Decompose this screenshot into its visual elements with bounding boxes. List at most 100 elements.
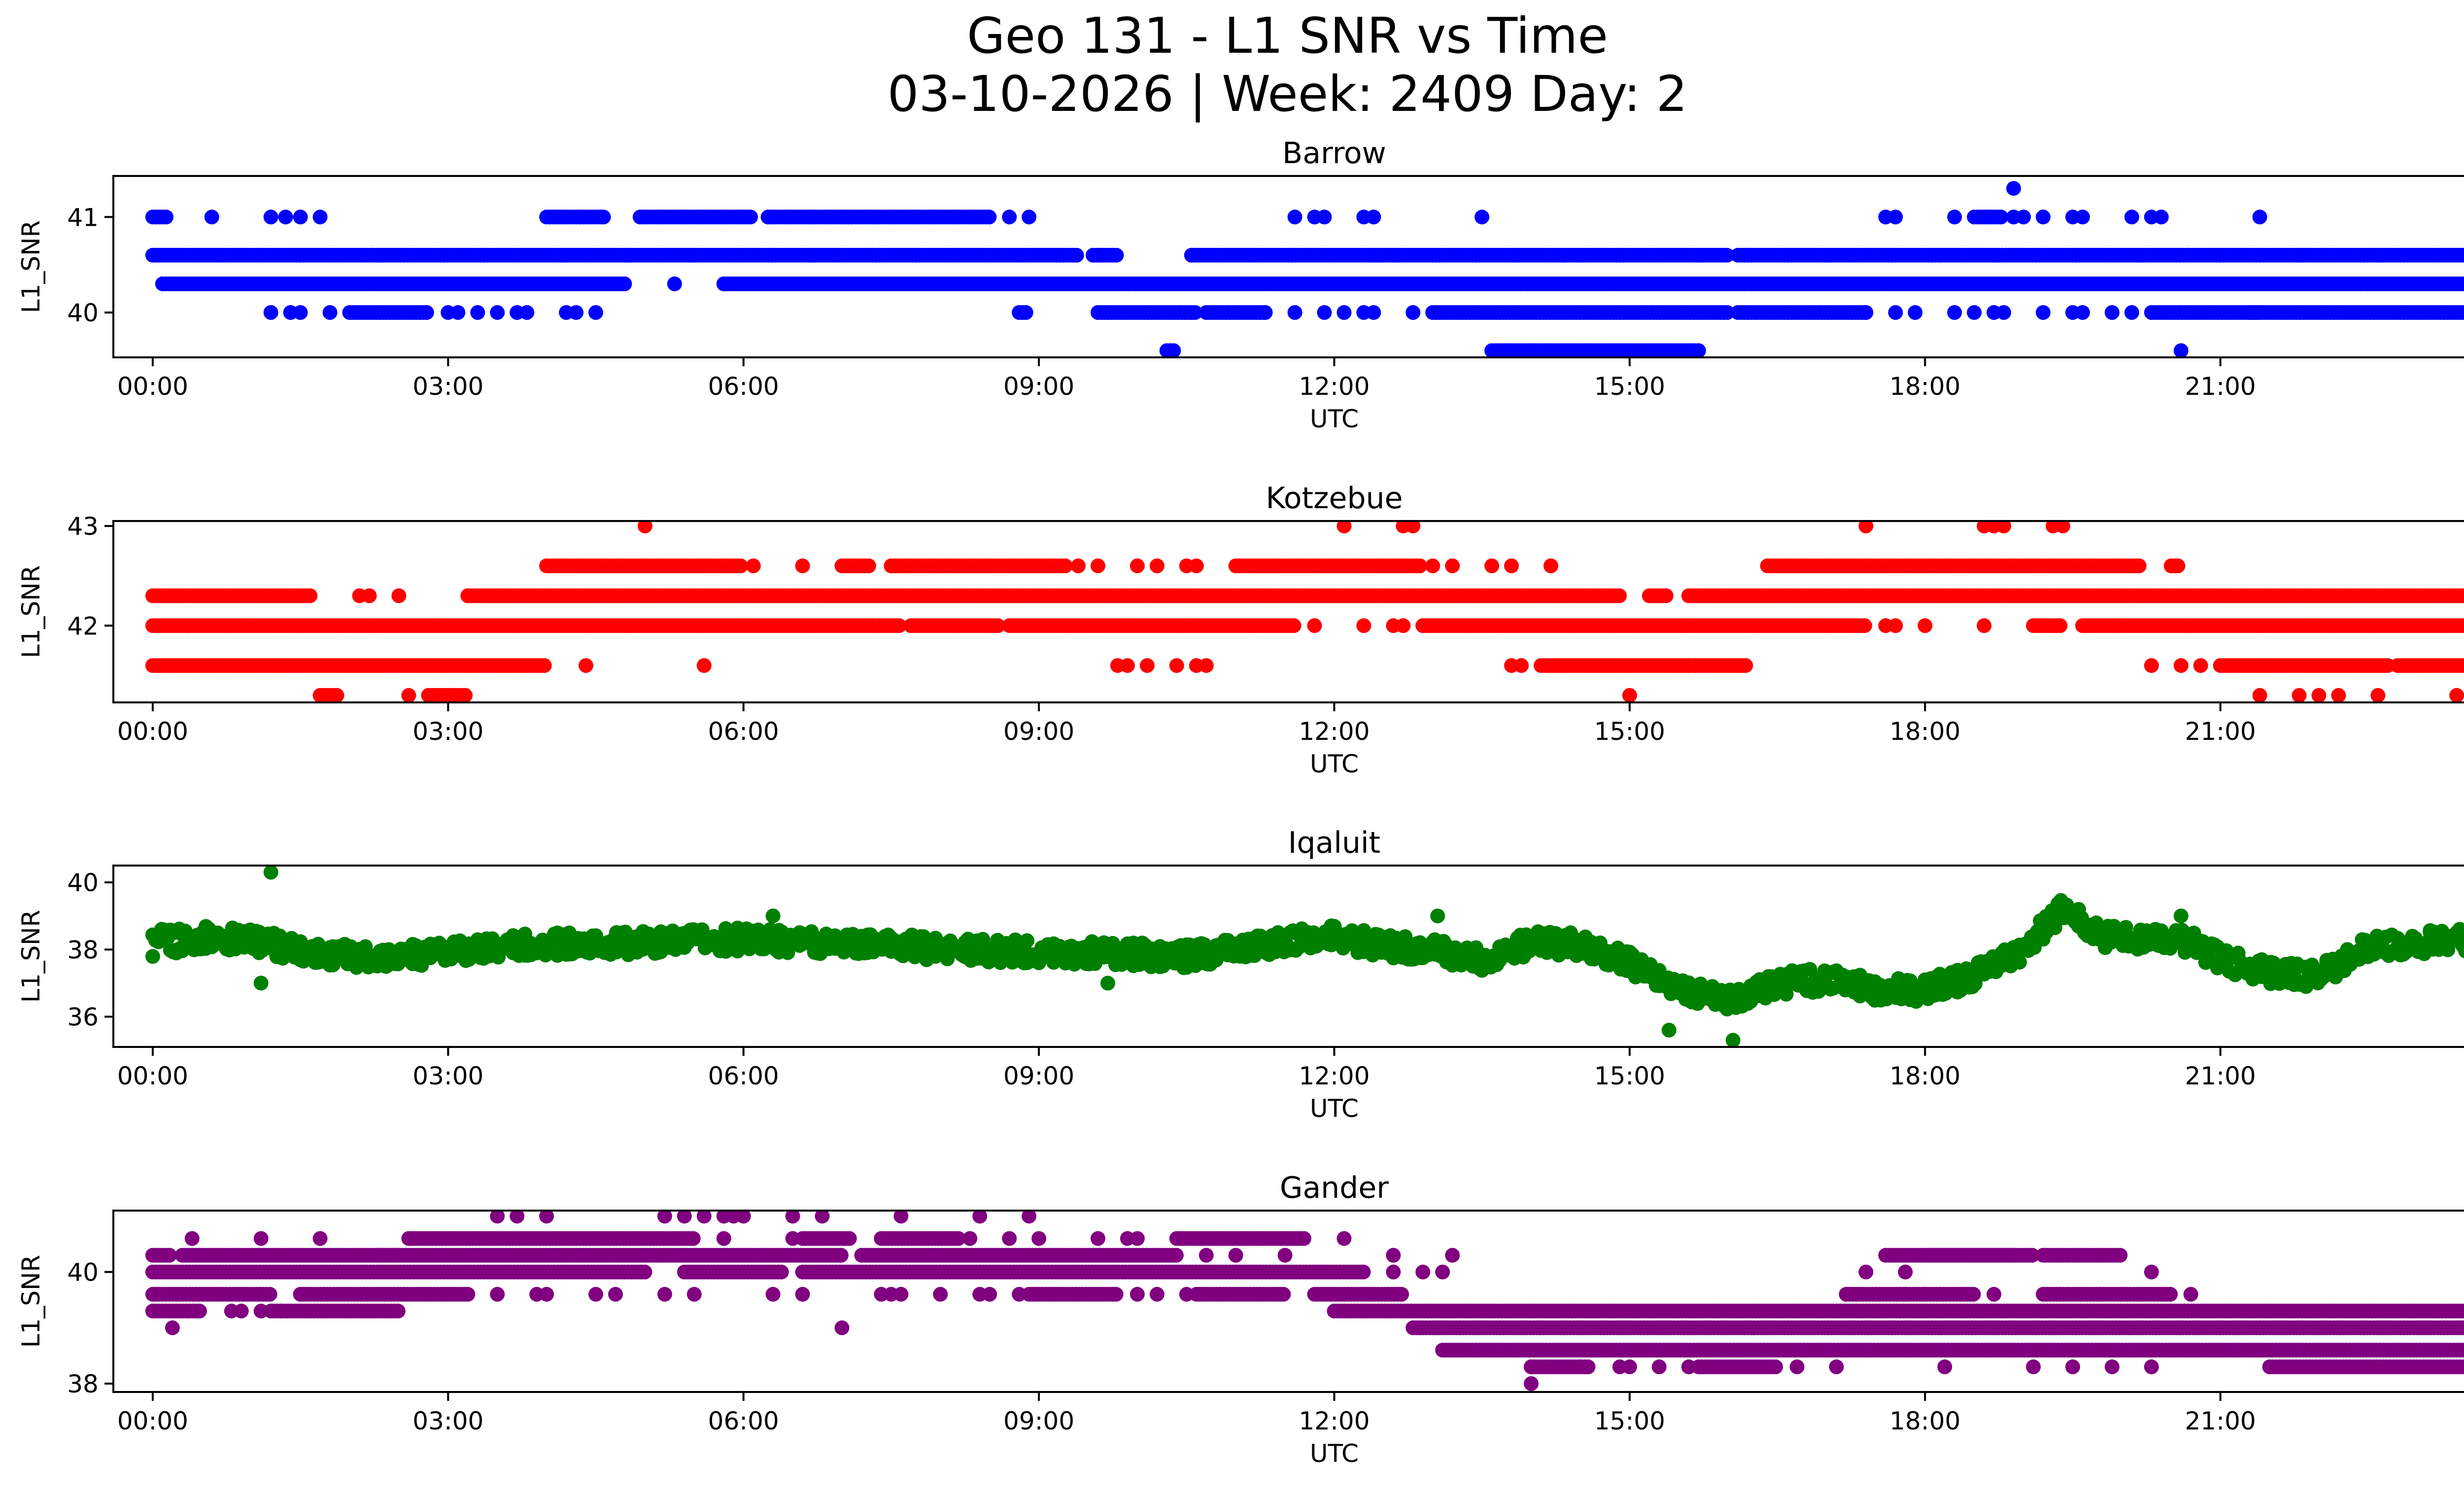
kotzebue-data-point: [329, 688, 344, 702]
kotzebue-data-point: [1977, 618, 1992, 633]
barrow-data-point: [760, 209, 776, 225]
barrow-data-point: [1109, 247, 1124, 263]
kotzebue-data-point: [2461, 590, 2464, 602]
barrow-data-point: [2124, 209, 2139, 225]
kotzebue-data-point: [1504, 558, 1519, 573]
kotzebue-data-point: [903, 558, 919, 573]
barrow-data-point: [1996, 305, 2012, 320]
kotzebue-data-point: [537, 658, 552, 673]
kotzebue-data-point: [923, 558, 938, 573]
kotzebue-data-point: [2460, 619, 2464, 632]
kotzebue-data-point: [891, 618, 907, 633]
kotzebue-y-tick-label: 43: [67, 512, 99, 541]
kotzebue-data-point: [2331, 688, 2346, 702]
barrow-data-point: [1720, 305, 1735, 320]
kotzebue-data-point: [1396, 618, 1411, 633]
kotzebue-points: [145, 521, 2464, 702]
kotzebue-x-tick-label: 21:00: [2185, 717, 2256, 746]
barrow-x-tick-label: 15:00: [1594, 372, 1665, 401]
kotzebue-data-point: [1198, 658, 1214, 673]
figure-title-line-1: Geo 131 - L1 SNR vs Time: [967, 7, 1608, 65]
kotzebue-data-point: [2252, 688, 2267, 702]
iqaluit-title: Iqaluit: [1288, 826, 1380, 860]
barrow-data-point: [2104, 305, 2120, 320]
kotzebue-data-point: [1189, 558, 1204, 573]
barrow-data-point: [2173, 343, 2189, 357]
kotzebue-data-point: [1307, 618, 1322, 633]
barrow-data-point: [263, 209, 278, 225]
barrow-data-point: [1002, 209, 1017, 225]
kotzebue-data-point: [1888, 618, 1903, 633]
barrow-x-tick-label: 06:00: [708, 372, 779, 401]
iqaluit-data-point: [1779, 987, 1794, 1002]
kotzebue-x-tick-label: 15:00: [1594, 717, 1665, 746]
barrow-data-point: [2036, 305, 2051, 320]
barrow-data-point: [1858, 305, 1874, 320]
iqaluit-data-point: [751, 922, 766, 938]
kotzebue-data-point: [1286, 618, 1301, 633]
barrow-data-point: [1366, 305, 1381, 320]
iqaluit-data-point: [145, 949, 160, 964]
kotzebue-data-point: [1425, 558, 1440, 573]
barrow-data-point: [1474, 209, 1490, 225]
barrow-data-point: [2460, 306, 2464, 319]
barrow-points: [145, 181, 2464, 357]
kotzebue-x-tick-label: 00:00: [117, 717, 188, 746]
barrow-data-point: [1258, 305, 1273, 320]
kotzebue-data-point: [1543, 558, 1559, 573]
barrow-data-point: [2006, 181, 2021, 196]
kotzebue-data-point: [1917, 618, 1933, 633]
barrow-data-point: [2036, 209, 2051, 225]
barrow-data-point: [1888, 305, 1903, 320]
kotzebue-data-point: [1484, 558, 1500, 573]
barrow-data-point: [2075, 305, 2090, 320]
kotzebue-data-point: [1996, 521, 2012, 534]
kotzebue-data-point: [1091, 558, 1105, 573]
kotzebue-data-point: [1445, 558, 1460, 573]
barrow-data-point: [470, 305, 485, 320]
figure-title: Geo 131 - L1 SNR vs Time 03-10-2026 | We…: [0, 7, 2464, 123]
kotzebue-data-point: [1622, 688, 1637, 702]
barrow-title: Barrow: [1282, 136, 1386, 171]
kotzebue-data-point: [637, 521, 652, 534]
barrow-data-point: [490, 305, 505, 320]
barrow-x-tick-label: 03:00: [412, 372, 483, 401]
kotzebue-data-point: [733, 558, 749, 573]
barrow-data-point: [667, 276, 682, 291]
barrow-data-point: [1908, 305, 1923, 320]
kotzebue-data-point: [2461, 659, 2464, 672]
barrow-data-point: [2075, 209, 2090, 225]
kotzebue-data-point: [795, 558, 810, 573]
barrow-data-point: [617, 276, 632, 291]
barrow-data-point: [1967, 305, 1982, 320]
barrow-data-point: [2154, 209, 2169, 225]
barrow-x-tick-label: 18:00: [1889, 372, 1960, 401]
kotzebue-data-point: [362, 588, 377, 603]
kotzebue-data-point: [1120, 658, 1135, 673]
figure-title-line-2: 03-10-2026 | Week: 2409 Day: 2: [887, 65, 1688, 123]
kotzebue-data-point: [2449, 688, 2464, 702]
kotzebue-data-point: [2170, 558, 2186, 573]
barrow-data-point: [322, 305, 338, 320]
barrow-data-point: [450, 305, 466, 320]
kotzebue-y-axis-label: L1_SNR: [17, 565, 45, 659]
barrow-y-axis-label: L1_SNR: [17, 220, 45, 313]
barrow-data-point: [1317, 209, 1332, 225]
barrow-data-point: [519, 305, 535, 320]
barrow-data-point: [1405, 305, 1421, 320]
barrow-data-point: [1336, 305, 1352, 320]
kotzebue-x-tick-label: 18:00: [1889, 717, 1960, 746]
kotzebue-data-point: [1405, 521, 1421, 534]
barrow-x-tick-label: 00:00: [117, 372, 188, 401]
barrow-data-point: [596, 209, 611, 225]
barrow-data-point: [743, 209, 758, 225]
kotzebue-data-point: [1858, 521, 1874, 534]
barrow-data-point: [1993, 209, 2009, 225]
barrow-data-point: [159, 209, 174, 225]
kotzebue-data-point: [2311, 688, 2327, 702]
kotzebue-data-point: [1169, 658, 1184, 673]
barrow-data-point: [278, 209, 293, 225]
